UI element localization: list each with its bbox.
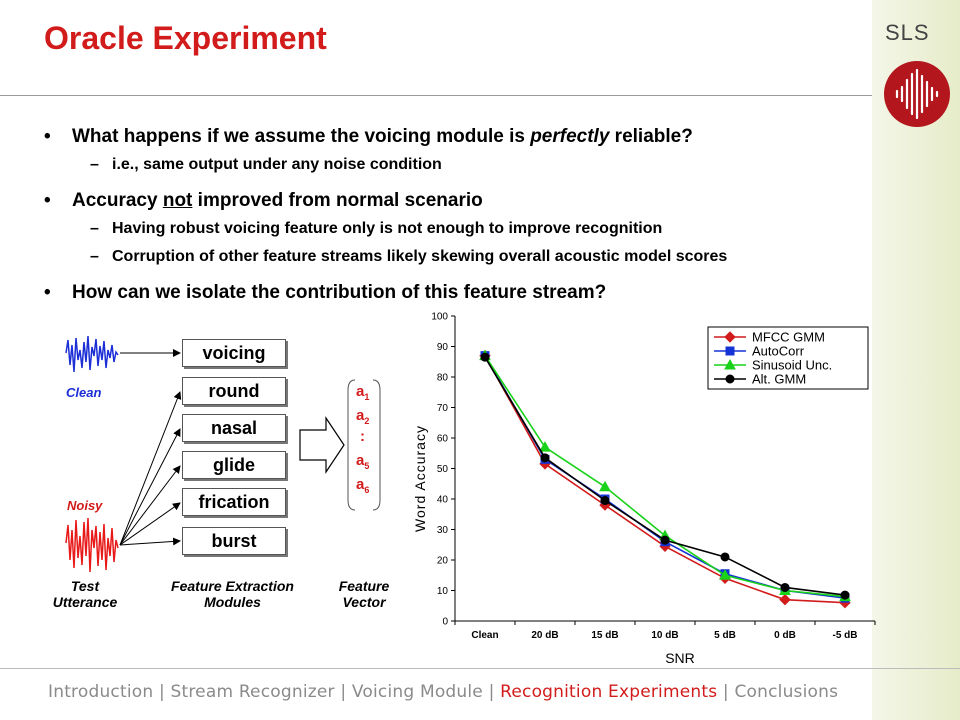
- slide-title: Oracle Experiment: [44, 20, 327, 56]
- feature-ellipsis: :: [360, 428, 365, 445]
- point-alt-gmm-2: [600, 496, 610, 506]
- footer-separator: |: [334, 682, 352, 702]
- legend-label-mfcc-gmm: MFCC GMM: [752, 330, 825, 345]
- y-tick-label: 40: [437, 495, 449, 506]
- footer-separator: |: [153, 682, 171, 702]
- module-burst: burst: [182, 527, 286, 555]
- point-alt-gmm-3: [660, 535, 670, 545]
- footer-nav: Introduction | Stream Recognizer | Voici…: [48, 682, 838, 702]
- caption-test-utterance: Test Utterance: [52, 578, 118, 610]
- module-frication: frication: [182, 488, 286, 516]
- point-alt-gmm-5: [780, 582, 790, 592]
- x-tick-label: -5 dB: [833, 630, 858, 641]
- diagram-graphics: [65, 335, 381, 573]
- x-tick-label: 5 dB: [714, 630, 736, 641]
- footer-nav-item-recognition-experiments[interactable]: Recognition Experiments: [500, 682, 718, 702]
- point-sinusoid-unc-4: [719, 569, 731, 580]
- legend-marker-sinusoid-unc: [724, 358, 736, 370]
- point-mfcc-gmm-5: [779, 593, 791, 606]
- legend-label-sinusoid-unc: Sinusoid Unc.: [752, 358, 832, 373]
- x-tick-label: 15 dB: [591, 630, 618, 641]
- word-accuracy-chart: 0 10 20 30 40 50 60 70 80 90 100 Clean 20 dB 15 dB 10 …: [412, 312, 876, 666]
- feature-a6: a6: [356, 476, 370, 495]
- x-axis-label: SNR: [665, 650, 695, 666]
- legend-marker-alt-gmm: [725, 374, 735, 384]
- noisy-waveform: [65, 517, 119, 573]
- bullet-1-emphasis: perfectly: [530, 126, 610, 147]
- header-divider: [0, 95, 872, 96]
- footer-divider: [0, 668, 960, 669]
- y-tick-label: 60: [437, 434, 449, 445]
- module-round: round: [182, 377, 286, 405]
- bullet-2-sub-1: Having robust voicing feature only is no…: [90, 218, 884, 240]
- caption-feature-modules: Feature Extraction Modules: [171, 578, 294, 610]
- footer-nav-item-conclusions[interactable]: Conclusions: [734, 682, 839, 702]
- legend-label-alt-gmm: Alt. GMM: [752, 372, 806, 387]
- series-line-alt-gmm: [484, 356, 846, 596]
- legend-label-autocorr: AutoCorr: [752, 344, 805, 359]
- bullet-3: How can we isolate the contribution of t…: [44, 280, 884, 306]
- bullet-2: Accuracy not improved from normal scenar…: [44, 188, 884, 214]
- caption-feature-vector: Feature Vector: [338, 578, 390, 610]
- y-tick-label: 70: [437, 403, 449, 414]
- series-line-mfcc-gmm: [484, 355, 846, 604]
- x-tick-label: Clean: [471, 630, 498, 641]
- point-alt-gmm-1: [540, 453, 550, 463]
- noisy-label: Noisy: [67, 498, 103, 513]
- y-tick-label: 80: [437, 373, 449, 384]
- y-tick-label: 20: [437, 556, 449, 567]
- y-tick-label: 100: [431, 312, 448, 323]
- bullet-2-emphasis: not: [162, 190, 193, 211]
- feature-extraction-diagram: Clean Noisy voicing round nasal glide fr…: [0, 0, 400, 720]
- clean-waveform: [65, 335, 119, 373]
- footer-nav-item-stream-recognizer[interactable]: Stream Recognizer: [170, 682, 335, 702]
- y-tick-label: 30: [437, 525, 449, 536]
- point-alt-gmm-4: [720, 552, 730, 562]
- module-voicing: voicing: [182, 339, 286, 367]
- series-line-autocorr: [484, 355, 846, 599]
- legend-marker-mfcc-gmm: [724, 331, 736, 343]
- point-sinusoid-unc-1: [539, 441, 551, 452]
- y-tick-label: 0: [442, 617, 448, 628]
- module-glide: glide: [182, 451, 286, 479]
- y-axis-label: Word Accuracy: [412, 425, 428, 532]
- y-tick-label: 50: [437, 464, 449, 475]
- bullet-1: What happens if we assume the voicing mo…: [44, 124, 884, 150]
- x-tick-label: 10 dB: [651, 630, 678, 641]
- module-nasal: nasal: [182, 414, 286, 442]
- feature-a1: a1: [356, 383, 370, 402]
- y-tick-label: 90: [437, 342, 449, 353]
- series-line-sinusoid-unc: [484, 355, 846, 598]
- footer-nav-item-voicing-module[interactable]: Voicing Module: [351, 682, 483, 702]
- org-label: SLS: [885, 20, 930, 45]
- clean-label: Clean: [66, 385, 102, 400]
- point-alt-gmm-0: [480, 352, 490, 362]
- bullet-list: What happens if we assume the voicing mo…: [44, 124, 884, 310]
- bullet-2-sub-2: Corruption of other feature streams like…: [90, 246, 884, 268]
- x-tick-label: 0 dB: [774, 630, 796, 641]
- point-alt-gmm-6: [840, 590, 850, 600]
- feature-a5: a5: [356, 452, 370, 471]
- footer-nav-item-introduction[interactable]: Introduction: [48, 682, 154, 702]
- sls-logo-icon: [884, 61, 950, 127]
- y-tick-label: 10: [437, 586, 449, 597]
- transform-arrow-icon: [299, 416, 345, 474]
- footer-separator: |: [717, 682, 735, 702]
- point-sinusoid-unc-2: [599, 480, 611, 492]
- legend-marker-autocorr: [725, 346, 735, 356]
- feature-a2: a2: [356, 407, 370, 426]
- x-tick-label: 20 dB: [531, 630, 558, 641]
- bullet-1-sub-1: i.e., same output under any noise condit…: [90, 154, 884, 176]
- footer-separator: |: [482, 682, 501, 702]
